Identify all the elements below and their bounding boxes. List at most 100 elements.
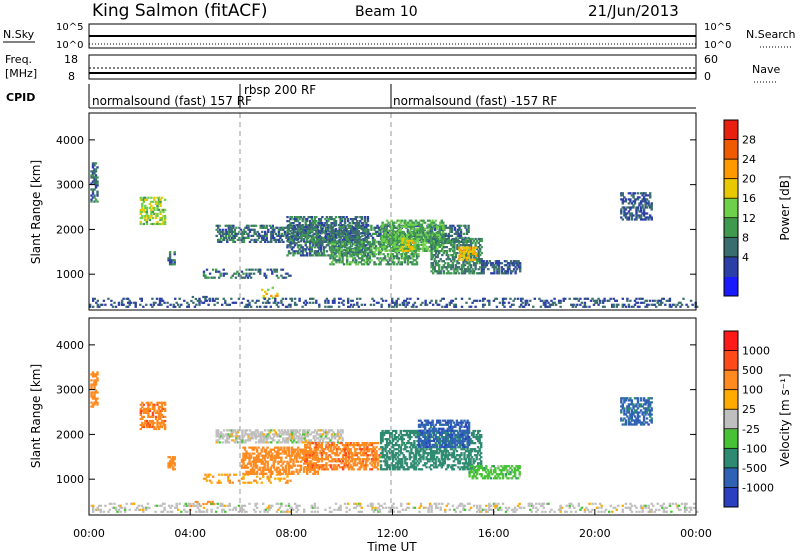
heatmap-cell (573, 303, 576, 306)
heatmap-cell (251, 228, 255, 231)
heatmap-cell (268, 240, 271, 243)
heatmap-cell (354, 460, 357, 463)
heatmap-cell (144, 196, 147, 199)
heatmap-cell (337, 236, 341, 239)
heatmap-cell (215, 435, 218, 438)
heatmap-cell (417, 229, 421, 232)
heatmap-cell (306, 234, 309, 237)
heatmap-cell (615, 305, 618, 308)
heatmap-cell (253, 238, 256, 241)
heatmap-cell (333, 297, 336, 300)
heatmap-cell (251, 452, 254, 455)
heatmap-cell (154, 411, 158, 414)
heatmap-cell (244, 431, 247, 434)
heatmap-cell (423, 247, 427, 250)
heatmap-cell (453, 232, 457, 235)
heatmap-cell (612, 305, 615, 308)
heatmap-cell (139, 222, 142, 226)
heatmap-cell (157, 303, 160, 306)
heatmap-cell (292, 439, 296, 442)
heatmap-cell (309, 470, 312, 473)
heatmap-cell (303, 439, 306, 442)
heatmap-cell (389, 231, 392, 234)
heatmap-cell (264, 234, 267, 237)
heatmap-cell (439, 239, 442, 243)
heatmap-cell (215, 439, 218, 442)
heatmap-cell (94, 401, 98, 404)
heatmap-cell (238, 435, 241, 438)
heatmap-cell (147, 411, 150, 414)
heatmap-cell (96, 371, 99, 374)
heatmap-cell (168, 257, 172, 260)
heatmap-cell (289, 244, 292, 247)
heatmap-cell (216, 297, 219, 300)
heatmap-cell (269, 458, 272, 461)
heatmap-cell (331, 301, 335, 304)
heatmap-cell (444, 239, 447, 243)
heatmap-cell (409, 245, 412, 248)
heatmap-cell (153, 196, 156, 199)
heatmap-cell (309, 301, 312, 304)
heatmap-cell (144, 409, 147, 412)
heatmap-cell (320, 460, 324, 463)
heatmap-cell (343, 462, 346, 465)
heatmap-cell (337, 458, 340, 461)
heatmap-cell (324, 240, 327, 243)
heatmap-cell (374, 247, 378, 250)
heatmap-cell (321, 236, 325, 239)
heatmap-cell (157, 417, 161, 420)
heatmap-cell (173, 261, 176, 264)
heatmap-cell (381, 243, 384, 246)
heatmap-cell (387, 233, 390, 236)
heatmap-cell (385, 237, 389, 240)
heatmap-cell (477, 272, 480, 275)
heatmap-cell (444, 262, 447, 265)
heatmap-cell (497, 272, 501, 275)
heatmap-cell (649, 192, 652, 195)
heatmap-cell (439, 245, 442, 248)
heatmap-cell (360, 218, 363, 221)
heatmap-cell (157, 198, 161, 201)
heatmap-cell (346, 251, 349, 254)
heatmap-cell (201, 301, 204, 304)
heatmap-cell (390, 263, 393, 266)
heatmap-cell (269, 468, 272, 471)
heatmap-cell (168, 253, 172, 256)
heatmap-cell (276, 441, 279, 444)
heatmap-cell (249, 481, 253, 484)
heatmap-cell (468, 272, 471, 275)
heatmap-cell (325, 462, 328, 465)
heatmap-cell (147, 409, 150, 412)
heatmap-cell (356, 224, 359, 227)
heatmap-cell (94, 168, 98, 171)
heatmap-cell (252, 458, 256, 461)
heatmap-cell (241, 232, 244, 235)
velocity-heatmap-cells (90, 371, 699, 513)
heatmap-cell (414, 227, 418, 230)
heatmap-cell (303, 441, 306, 444)
heatmap-cell (368, 247, 372, 250)
heatmap-cell (287, 446, 291, 449)
heatmap-cell (218, 481, 221, 484)
heatmap-cell (333, 218, 336, 221)
heatmap-cell (306, 220, 309, 223)
heatmap-cell (156, 423, 159, 427)
heatmap-cell (431, 221, 434, 224)
heatmap-cell (399, 261, 402, 264)
heatmap-cell (519, 270, 522, 273)
heatmap-cell (397, 259, 400, 262)
heatmap-cell (370, 259, 373, 262)
heatmap-cell (249, 305, 253, 308)
heatmap-cell (290, 448, 294, 451)
heatmap-cell (144, 206, 147, 209)
heatmap-cell (301, 254, 304, 257)
heatmap-cell (393, 247, 396, 250)
heatmap-cell (298, 464, 301, 467)
heatmap-cell (139, 407, 142, 410)
heatmap-cell (262, 468, 265, 471)
heatmap-cell (309, 254, 312, 257)
heatmap-cell (471, 260, 474, 263)
heatmap-cell (487, 268, 490, 271)
heatmap-cell (282, 437, 285, 440)
heatmap-cell (359, 250, 362, 253)
